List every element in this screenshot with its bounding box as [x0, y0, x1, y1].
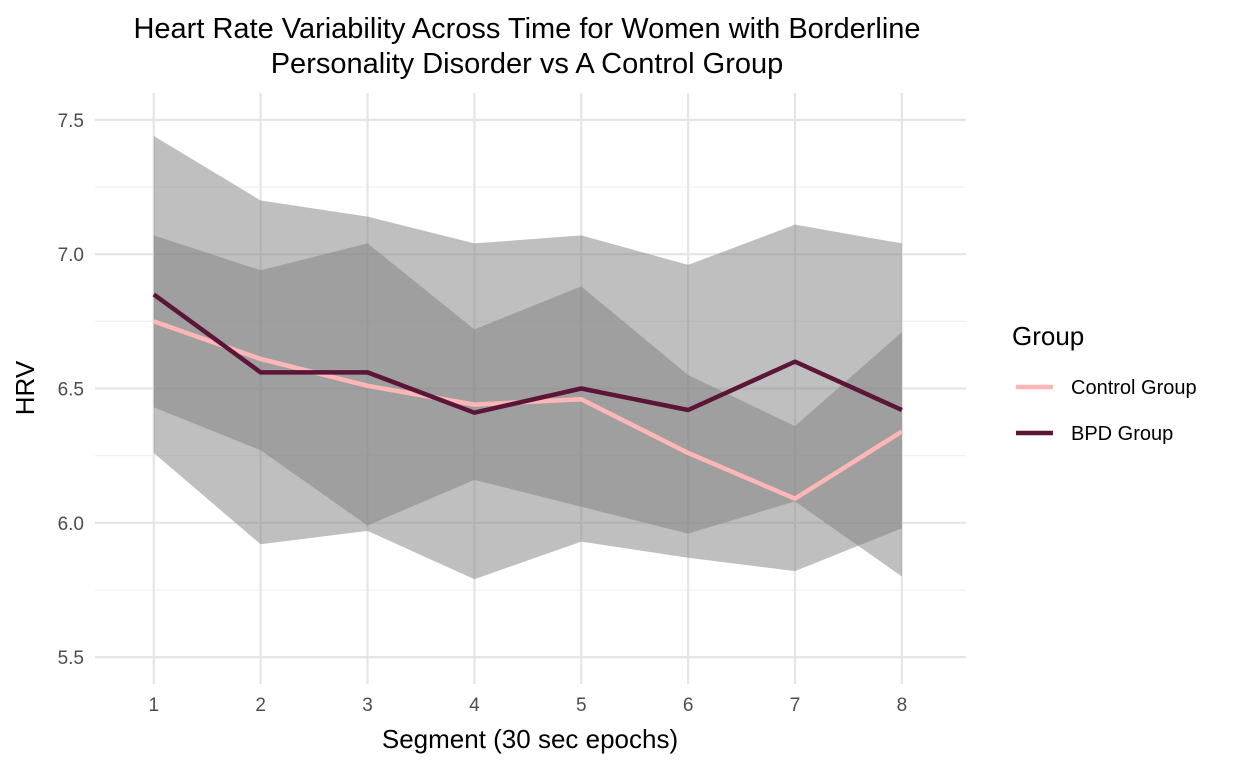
y-tick-label: 7.5: [58, 111, 84, 132]
chart-title-line-2: Personality Disorder vs A Control Group: [271, 48, 784, 80]
x-tick-label: 6: [683, 695, 694, 716]
x-tick-label: 2: [255, 695, 266, 716]
y-tick-label: 6.5: [58, 380, 84, 401]
y-tick-label: 6.0: [58, 514, 84, 535]
y-axis-ticks: 5.5 6.0 6.5 7.0 7.5: [58, 111, 84, 669]
y-tick-label: 5.5: [58, 648, 84, 669]
x-tick-label: 5: [576, 695, 587, 716]
x-tick-label: 8: [897, 695, 908, 716]
line-bpd-group: [152, 292, 903, 415]
x-tick-label: 7: [790, 695, 801, 716]
chart-title-line-1: Heart Rate Variability Across Time for W…: [133, 13, 920, 45]
x-tick-label: 3: [362, 695, 373, 716]
y-axis-title: HRV: [10, 360, 40, 415]
y-tick-label: 7.0: [58, 245, 84, 266]
x-axis-ticks: 1 2 3 4 5 6 7 8: [148, 695, 907, 716]
legend-label: Control Group: [1071, 377, 1197, 399]
legend-items: Control Group BPD Group: [1016, 377, 1197, 445]
legend-label: BPD Group: [1071, 423, 1173, 445]
legend-title: Group: [1012, 321, 1084, 351]
series-lines: [152, 292, 904, 501]
x-axis-title: Segment (30 sec epochs): [382, 724, 678, 754]
ribbons: [153, 135, 902, 580]
x-tick-label: 4: [469, 695, 480, 716]
legend: Group Control Group BPD Group: [1012, 321, 1197, 445]
x-tick-label: 1: [148, 695, 159, 716]
ribbon-bpd-group: [153, 235, 902, 577]
